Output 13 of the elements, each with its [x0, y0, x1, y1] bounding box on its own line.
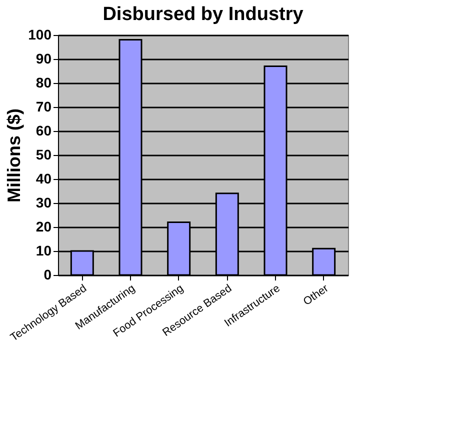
y-tick-label: 70 [36, 98, 52, 114]
y-tick-label: 10 [36, 242, 52, 258]
y-tick-label: 30 [36, 194, 52, 210]
y-tick-label: 90 [36, 50, 52, 66]
y-tick-label: 40 [36, 170, 52, 186]
y-tick-label: 60 [36, 122, 52, 138]
y-tick-label: 20 [36, 218, 52, 234]
y-axis-title: Millions ($) [4, 108, 24, 202]
chart-title: Disbursed by Industry [102, 4, 304, 25]
y-tick-label: 100 [28, 26, 52, 42]
y-tick-label: 0 [44, 266, 52, 282]
y-tick-label: 80 [36, 74, 52, 90]
y-tick-label: 50 [36, 146, 52, 162]
